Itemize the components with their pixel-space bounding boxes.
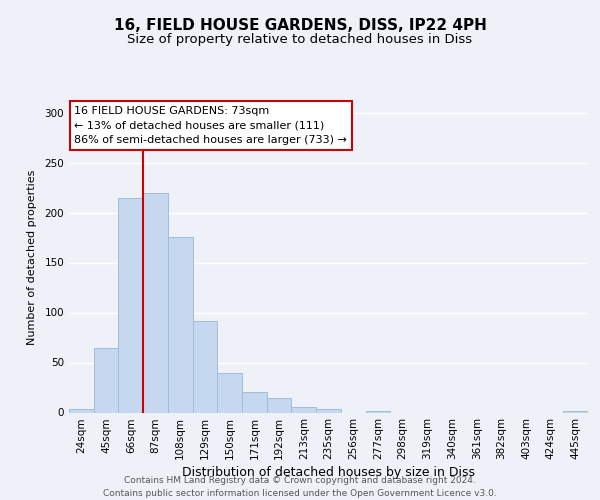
Text: Size of property relative to detached houses in Diss: Size of property relative to detached ho… xyxy=(127,32,473,46)
Bar xyxy=(563,410,588,412)
Bar xyxy=(118,198,143,412)
Text: 16 FIELD HOUSE GARDENS: 73sqm
← 13% of detached houses are smaller (111)
86% of : 16 FIELD HOUSE GARDENS: 73sqm ← 13% of d… xyxy=(74,106,347,145)
Bar xyxy=(267,398,292,412)
Bar xyxy=(292,406,316,412)
Bar xyxy=(193,320,217,412)
Bar xyxy=(217,372,242,412)
Text: Contains HM Land Registry data © Crown copyright and database right 2024.: Contains HM Land Registry data © Crown c… xyxy=(124,476,476,485)
Bar xyxy=(316,408,341,412)
Bar xyxy=(242,392,267,412)
Y-axis label: Number of detached properties: Number of detached properties xyxy=(28,170,37,345)
Bar xyxy=(69,408,94,412)
X-axis label: Distribution of detached houses by size in Diss: Distribution of detached houses by size … xyxy=(182,466,475,479)
Bar xyxy=(365,410,390,412)
Bar xyxy=(143,192,168,412)
Text: Contains public sector information licensed under the Open Government Licence v3: Contains public sector information licen… xyxy=(103,489,497,498)
Bar xyxy=(94,348,118,412)
Text: 16, FIELD HOUSE GARDENS, DISS, IP22 4PH: 16, FIELD HOUSE GARDENS, DISS, IP22 4PH xyxy=(113,18,487,32)
Bar xyxy=(168,236,193,412)
